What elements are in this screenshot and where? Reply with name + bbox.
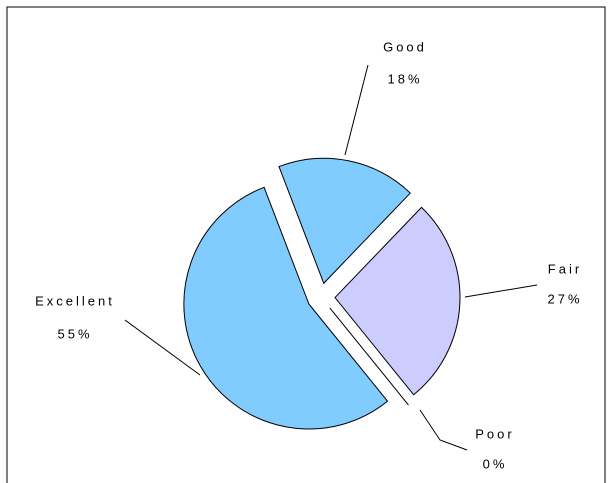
slice-label: Fair <box>548 261 582 276</box>
pie-slice <box>278 157 411 285</box>
leader-line <box>344 64 369 156</box>
pie-slice <box>334 206 461 396</box>
slice-value-label: 55% <box>57 326 92 341</box>
slice-value-label: 27% <box>547 291 582 306</box>
slice-value-label: 0% <box>483 456 508 471</box>
slice-value-label: 18% <box>387 71 422 86</box>
slice-label: Good <box>383 39 427 54</box>
leader-line <box>419 409 468 451</box>
leader-line <box>124 319 201 376</box>
pie-slice <box>183 186 389 430</box>
slice-label: Poor <box>475 426 514 441</box>
leader-line <box>464 284 538 298</box>
slice-label: Excellent <box>35 293 115 308</box>
